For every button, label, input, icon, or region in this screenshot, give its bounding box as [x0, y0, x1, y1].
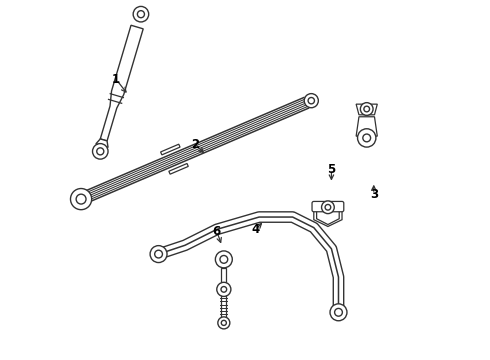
Circle shape	[137, 11, 145, 18]
Circle shape	[330, 304, 347, 321]
Polygon shape	[356, 117, 377, 136]
Circle shape	[71, 189, 92, 210]
Circle shape	[335, 309, 343, 316]
Circle shape	[221, 287, 227, 292]
Polygon shape	[161, 144, 180, 155]
Polygon shape	[221, 268, 226, 287]
Circle shape	[150, 246, 167, 262]
Polygon shape	[356, 104, 377, 115]
Circle shape	[221, 320, 226, 325]
Circle shape	[93, 144, 108, 159]
Circle shape	[155, 250, 163, 258]
Circle shape	[216, 251, 232, 268]
Text: 5: 5	[327, 163, 336, 176]
Polygon shape	[169, 163, 188, 174]
Circle shape	[358, 129, 376, 147]
Circle shape	[360, 103, 373, 115]
Circle shape	[363, 134, 370, 142]
Text: 1: 1	[112, 73, 120, 86]
Circle shape	[308, 98, 315, 104]
Circle shape	[220, 256, 228, 263]
Text: 3: 3	[370, 188, 378, 201]
Circle shape	[97, 148, 104, 155]
Circle shape	[364, 106, 369, 112]
Circle shape	[218, 317, 230, 329]
Circle shape	[325, 204, 331, 210]
Circle shape	[76, 194, 86, 204]
Polygon shape	[314, 207, 342, 226]
Circle shape	[217, 282, 231, 296]
Polygon shape	[96, 139, 108, 148]
Text: 2: 2	[192, 138, 199, 151]
FancyBboxPatch shape	[312, 202, 344, 212]
Circle shape	[133, 6, 148, 22]
Text: 6: 6	[213, 225, 221, 238]
Circle shape	[304, 94, 319, 108]
Polygon shape	[100, 25, 143, 141]
Text: 4: 4	[251, 223, 260, 236]
Circle shape	[321, 201, 334, 213]
